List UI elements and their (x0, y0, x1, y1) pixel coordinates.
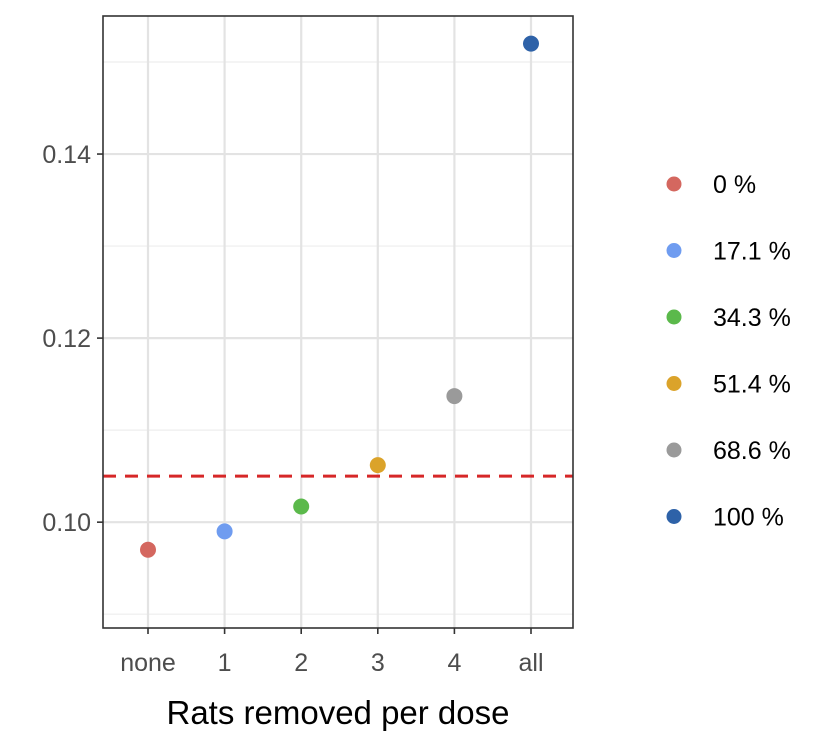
axes: 0.10 0.12 0.14 none 1 2 3 4 all (42, 141, 543, 677)
plot-panel-border (102, 15, 574, 629)
legend-label: 100 % (713, 504, 784, 532)
data-points (140, 35, 539, 558)
legend-key (666, 309, 682, 325)
legend: 0 % 17.1 % 34.3 % 51.4 % 68.6 % 100 % (666, 171, 791, 532)
legend-key (666, 243, 682, 258)
data-point (216, 523, 233, 540)
x-axis-title: Rats removed per dose (166, 694, 509, 731)
x-tick-label: 4 (447, 649, 461, 677)
y-tick-label: 0.10 (42, 509, 91, 537)
legend-label: 51.4 % (713, 371, 791, 399)
legend-label: 34.3 % (713, 304, 791, 332)
x-tick-label: none (120, 649, 176, 677)
legend-key (666, 442, 682, 458)
y-tick-label: 0.12 (42, 325, 91, 353)
x-tick-label: 3 (371, 649, 385, 677)
data-point (293, 498, 310, 515)
x-tick-label: 1 (218, 649, 232, 677)
data-point (369, 457, 386, 474)
legend-label: 17.1 % (713, 238, 791, 266)
y-tick-label: 0.14 (42, 141, 91, 169)
legend-label: 68.6 % (713, 437, 791, 465)
legend-label: 0 % (713, 171, 756, 199)
legend-key (666, 176, 682, 192)
data-point (446, 388, 463, 405)
legend-key (666, 509, 682, 524)
x-tick-label: all (518, 649, 543, 677)
grid (103, 16, 573, 628)
data-point (523, 35, 539, 52)
data-point (140, 541, 156, 558)
legend-key (666, 376, 682, 391)
x-tick-label: 2 (294, 649, 308, 677)
